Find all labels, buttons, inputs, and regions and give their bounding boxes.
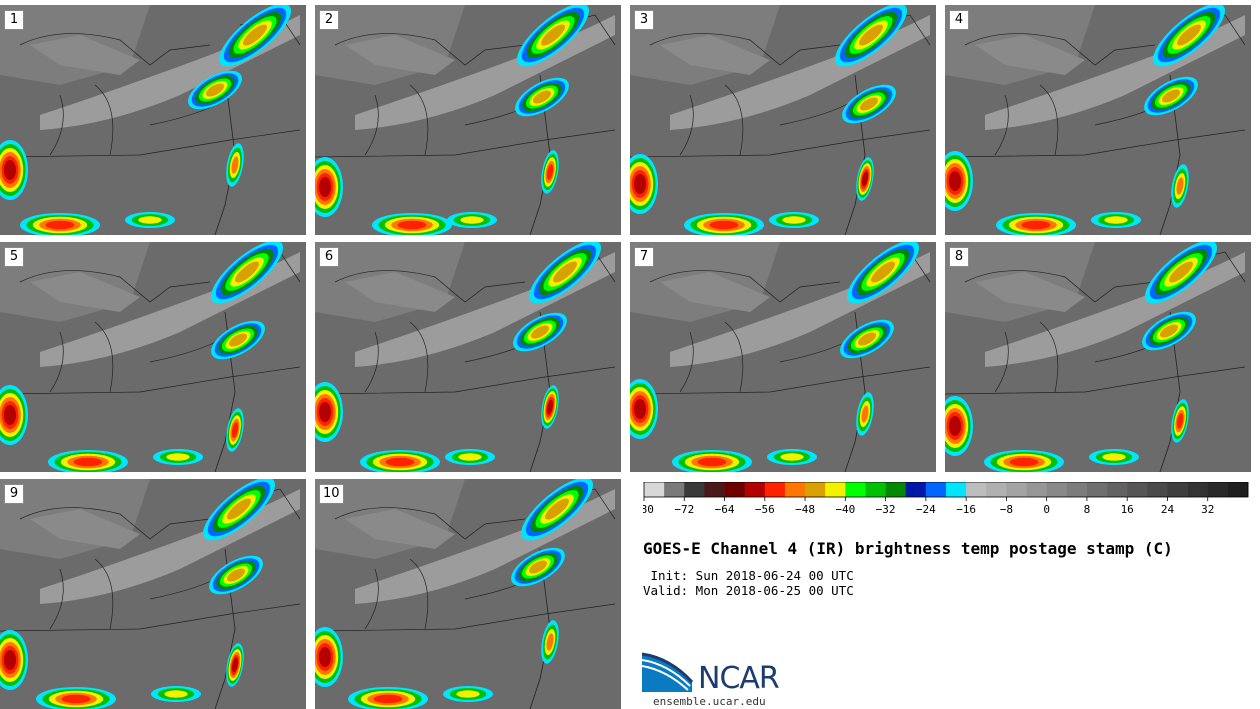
- postage-stamp-panel: 4: [945, 5, 1251, 235]
- postage-stamp-panel: 7: [630, 242, 936, 472]
- colorbar-tick-label: 0: [1043, 503, 1050, 516]
- colorbar-bin: [744, 482, 766, 497]
- source-url: ensemble.ucar.edu: [653, 695, 766, 708]
- panel-number: 2: [319, 10, 339, 30]
- postage-stamp-panel: 10: [315, 479, 621, 709]
- colorbar-bin: [1026, 482, 1047, 497]
- colorbar-bin: [865, 482, 886, 497]
- colorbar-bin: [825, 482, 846, 497]
- satellite-map: [0, 479, 306, 709]
- panel-number: 5: [4, 247, 24, 267]
- colorbar-bin: [925, 482, 947, 497]
- init-time: Init: Sun 2018-06-24 00 UTC: [643, 568, 854, 583]
- colorbar-border: [643, 481, 1249, 498]
- colorbar-bin: [1127, 482, 1148, 497]
- colorbar-bin: [1006, 482, 1027, 497]
- colorbar-bin: [724, 482, 745, 497]
- colorbar-bin: [1187, 482, 1209, 497]
- colorbar-bin: [1046, 482, 1068, 497]
- postage-stamp-panel: 6: [315, 242, 621, 472]
- satellite-map: [315, 479, 621, 709]
- valid-time: Valid: Mon 2018-06-25 00 UTC: [643, 583, 854, 598]
- ncar-swoosh-icon: [641, 652, 694, 692]
- postage-stamp-panel: 1: [0, 5, 306, 235]
- colorbar-tick-label: −56: [755, 503, 775, 516]
- satellite-map: [630, 242, 936, 472]
- colorbar-tick-label: −40: [835, 503, 855, 516]
- postage-stamp-panel: 3: [630, 5, 936, 235]
- colorbar-tick-label: −72: [674, 503, 694, 516]
- panel-number: 6: [319, 247, 339, 267]
- colorbar-bin: [1207, 482, 1229, 497]
- panel-number: 4: [949, 10, 969, 30]
- ncar-logo-text: NCAR: [698, 661, 780, 696]
- colorbar-bin: [1167, 482, 1188, 497]
- colorbar-tick-label: −64: [715, 503, 735, 516]
- colorbar-bin: [1066, 482, 1088, 497]
- postage-stamp-panel: 9: [0, 479, 306, 709]
- colorbar-bin: [644, 482, 665, 497]
- colorbar-tick-label: −8: [1000, 503, 1013, 516]
- colorbar-bin: [704, 482, 725, 497]
- colorbar-bin: [966, 482, 987, 497]
- panel-number: 1: [4, 10, 24, 30]
- colorbar-bin: [664, 482, 685, 497]
- colorbar-bin: [805, 482, 826, 497]
- colorbar-bin: [1107, 482, 1128, 497]
- satellite-map: [945, 5, 1251, 235]
- satellite-map: [315, 242, 621, 472]
- colorbar-tick-label: −48: [795, 503, 815, 516]
- satellite-map: [0, 242, 306, 472]
- colorbar-bin: [1147, 482, 1168, 497]
- satellite-map: [0, 5, 306, 235]
- satellite-map: [630, 5, 936, 235]
- colorbar-bin: [845, 482, 866, 497]
- colorbar-tick-label: −24: [916, 503, 936, 516]
- colorbar-bin: [905, 482, 927, 497]
- colorbar-bin: [946, 482, 967, 497]
- panel-number: 3: [634, 10, 654, 30]
- colorbar-tick-label: 32: [1201, 503, 1214, 516]
- colorbar-bin: [1086, 482, 1108, 497]
- postage-stamp-panel: 2: [315, 5, 621, 235]
- satellite-map: [315, 5, 621, 235]
- colorbar-bin: [764, 482, 786, 497]
- colorbar-tick-label: −80: [643, 503, 654, 516]
- panel-number: 8: [949, 247, 969, 267]
- colorbar-bin: [1227, 482, 1249, 497]
- panel-number: 7: [634, 247, 654, 267]
- figure-title: GOES-E Channel 4 (IR) brightness temp po…: [643, 539, 1173, 558]
- colorbar-tick-label: 16: [1121, 503, 1134, 516]
- ncar-logo: [641, 652, 694, 696]
- colorbar-bin: [986, 482, 1007, 497]
- panel-number: 9: [4, 484, 24, 504]
- satellite-map: [945, 242, 1251, 472]
- colorbar-tick-label: −16: [956, 503, 976, 516]
- colorbar-bin: [684, 482, 705, 497]
- colorbar-tick-label: 8: [1084, 503, 1091, 516]
- postage-stamp-panel: 8: [945, 242, 1251, 472]
- panel-number: 10: [319, 484, 344, 504]
- colorbar-tick-label: 24: [1161, 503, 1175, 516]
- colorbar-tick-label: −32: [876, 503, 896, 516]
- colorbar-bin: [784, 482, 806, 497]
- postage-stamp-panel: 5: [0, 242, 306, 472]
- colorbar-bin: [885, 482, 907, 497]
